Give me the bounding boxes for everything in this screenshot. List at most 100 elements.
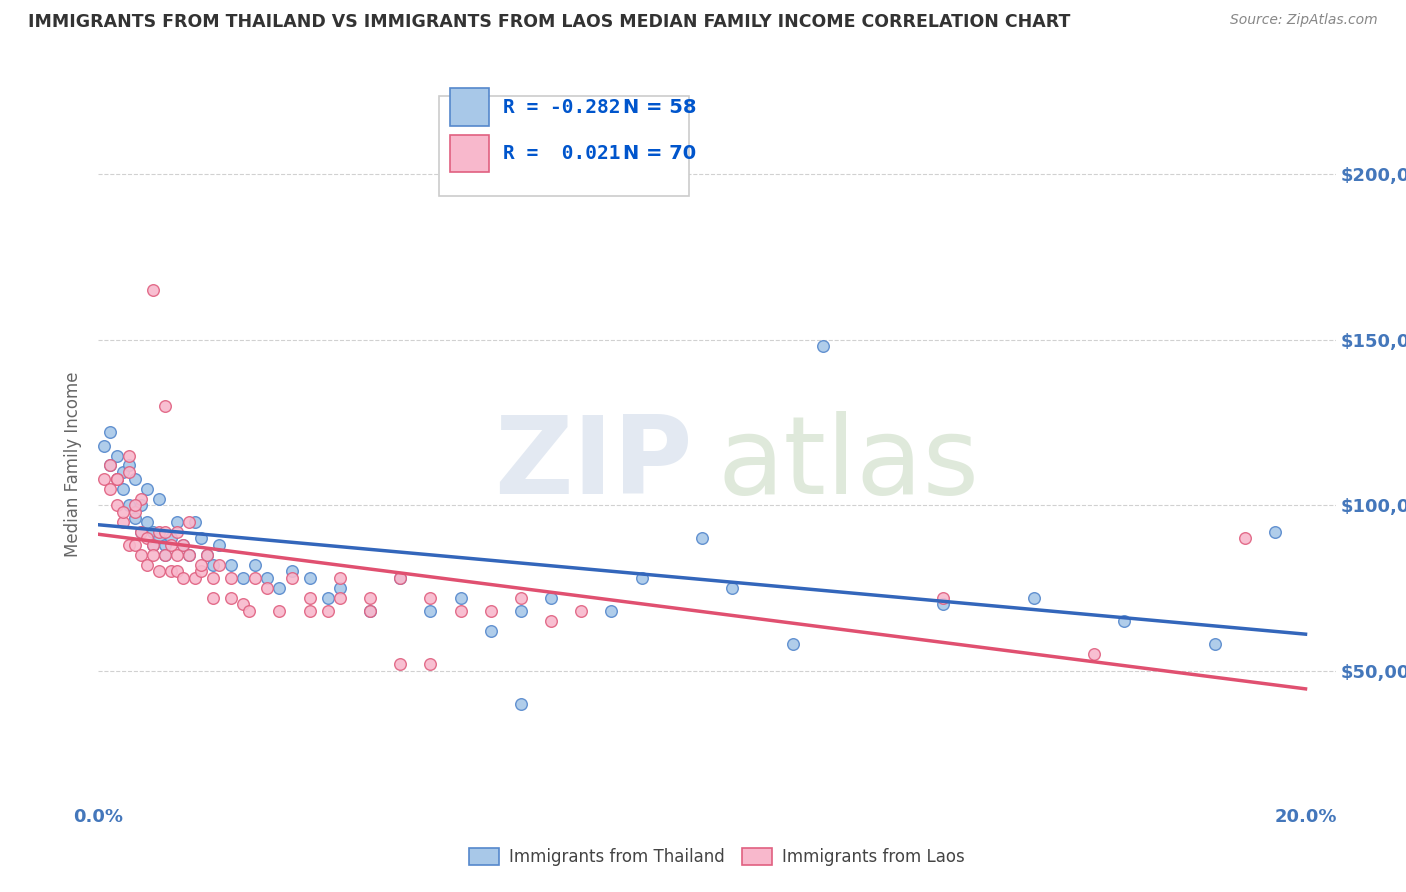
- Point: [298, 571, 321, 585]
- Point: [117, 498, 139, 512]
- Point: [329, 591, 352, 605]
- Point: [1264, 524, 1286, 539]
- Point: [142, 538, 165, 552]
- Point: [509, 591, 531, 605]
- Point: [153, 548, 176, 562]
- Point: [100, 458, 122, 473]
- Point: [509, 604, 531, 618]
- Point: [190, 558, 212, 572]
- Point: [298, 604, 321, 618]
- Point: [111, 505, 134, 519]
- Point: [100, 482, 122, 496]
- Point: [105, 449, 128, 463]
- Point: [329, 581, 352, 595]
- Point: [208, 538, 231, 552]
- Point: [148, 524, 170, 539]
- Point: [1114, 614, 1136, 628]
- Point: [419, 604, 441, 618]
- Point: [389, 571, 412, 585]
- Point: [245, 571, 267, 585]
- Point: [142, 283, 165, 297]
- Point: [932, 598, 955, 612]
- Point: [721, 581, 744, 595]
- Point: [219, 558, 242, 572]
- Text: R = -0.282: R = -0.282: [503, 97, 621, 117]
- Point: [124, 472, 146, 486]
- Point: [129, 491, 152, 506]
- Text: Source: ZipAtlas.com: Source: ZipAtlas.com: [1230, 13, 1378, 28]
- Point: [269, 604, 291, 618]
- Point: [135, 515, 157, 529]
- Point: [172, 571, 194, 585]
- Point: [172, 538, 194, 552]
- Point: [93, 439, 115, 453]
- Point: [359, 604, 381, 618]
- Point: [166, 564, 188, 578]
- Point: [166, 524, 188, 539]
- Point: [600, 604, 623, 618]
- Text: ZIP: ZIP: [494, 411, 692, 516]
- Point: [160, 531, 183, 545]
- Point: [359, 591, 381, 605]
- Point: [153, 538, 176, 552]
- Point: [166, 515, 188, 529]
- Point: [232, 598, 254, 612]
- Point: [630, 571, 652, 585]
- Point: [811, 339, 834, 353]
- Point: [195, 548, 218, 562]
- Point: [569, 604, 592, 618]
- Point: [105, 472, 128, 486]
- Point: [129, 498, 152, 512]
- Point: [190, 531, 212, 545]
- Point: [148, 564, 170, 578]
- Point: [100, 458, 122, 473]
- Point: [1022, 591, 1045, 605]
- Text: IMMIGRANTS FROM THAILAND VS IMMIGRANTS FROM LAOS MEDIAN FAMILY INCOME CORRELATIO: IMMIGRANTS FROM THAILAND VS IMMIGRANTS F…: [28, 13, 1070, 31]
- Point: [117, 458, 139, 473]
- Point: [219, 571, 242, 585]
- Point: [208, 558, 231, 572]
- Point: [148, 491, 170, 506]
- Point: [280, 564, 302, 578]
- Point: [782, 637, 804, 651]
- Point: [256, 581, 278, 595]
- Point: [160, 564, 183, 578]
- Point: [142, 548, 165, 562]
- Y-axis label: Median Family Income: Median Family Income: [65, 371, 83, 557]
- Point: [219, 591, 242, 605]
- Point: [153, 548, 176, 562]
- Point: [316, 604, 339, 618]
- Point: [124, 511, 146, 525]
- Point: [450, 591, 472, 605]
- Point: [93, 472, 115, 486]
- Point: [238, 604, 260, 618]
- Point: [148, 531, 170, 545]
- Point: [105, 498, 128, 512]
- Point: [184, 515, 207, 529]
- Point: [129, 548, 152, 562]
- Point: [389, 571, 412, 585]
- Point: [540, 614, 562, 628]
- Point: [479, 604, 502, 618]
- Point: [124, 538, 146, 552]
- Point: [256, 571, 278, 585]
- Point: [124, 505, 146, 519]
- Point: [1204, 637, 1226, 651]
- Point: [269, 581, 291, 595]
- Point: [100, 425, 122, 440]
- Point: [111, 515, 134, 529]
- Point: [135, 531, 157, 545]
- Point: [117, 449, 139, 463]
- Point: [932, 591, 955, 605]
- Point: [419, 591, 441, 605]
- Point: [153, 399, 176, 413]
- Point: [509, 697, 531, 711]
- Point: [117, 465, 139, 479]
- Point: [202, 558, 225, 572]
- Point: [232, 571, 254, 585]
- Point: [195, 548, 218, 562]
- Text: N = 58: N = 58: [623, 97, 696, 117]
- Point: [202, 571, 225, 585]
- Point: [177, 515, 200, 529]
- Point: [1234, 531, 1257, 545]
